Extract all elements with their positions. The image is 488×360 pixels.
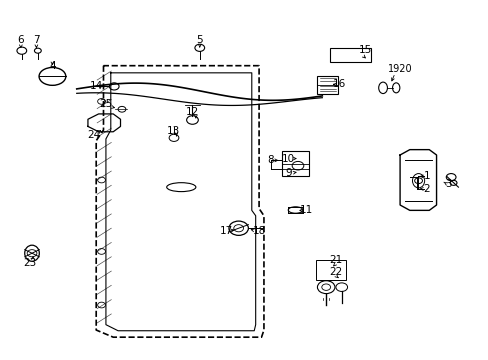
Text: 21: 21 xyxy=(328,255,342,265)
Text: 7: 7 xyxy=(33,35,40,45)
Bar xyxy=(329,48,370,62)
Text: 5: 5 xyxy=(196,35,203,45)
Text: 4: 4 xyxy=(49,61,56,71)
Text: 17: 17 xyxy=(219,226,232,236)
Text: 22: 22 xyxy=(328,267,342,277)
Bar xyxy=(317,76,337,94)
Text: 10: 10 xyxy=(281,154,294,163)
Text: 13: 13 xyxy=(166,126,179,136)
Text: 11: 11 xyxy=(300,205,313,215)
Text: 16: 16 xyxy=(332,79,345,89)
Text: 12: 12 xyxy=(185,107,198,117)
Text: 1920: 1920 xyxy=(387,64,411,73)
Text: 24: 24 xyxy=(87,130,100,140)
Bar xyxy=(282,152,308,176)
Bar xyxy=(316,260,345,280)
Text: 15: 15 xyxy=(358,45,371,55)
Text: 8: 8 xyxy=(266,156,273,165)
Text: 6: 6 xyxy=(18,35,24,45)
Text: 1: 1 xyxy=(423,171,429,181)
Text: 23: 23 xyxy=(23,258,36,268)
Text: 18: 18 xyxy=(252,226,265,236)
Text: 14: 14 xyxy=(89,81,102,91)
Text: 25: 25 xyxy=(99,99,112,109)
Text: 3: 3 xyxy=(445,179,451,189)
Text: 9: 9 xyxy=(285,168,291,178)
Text: 2: 2 xyxy=(423,184,429,194)
